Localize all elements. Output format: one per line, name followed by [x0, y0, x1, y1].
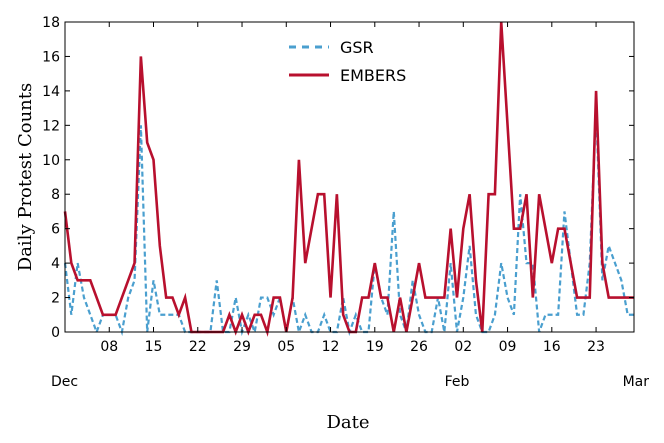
y-tick-label: 0 [51, 325, 60, 341]
x-tick-label: 23 [587, 339, 605, 355]
plot-frame [64, 21, 635, 333]
x-tick-label: 26 [410, 339, 428, 355]
x-tick-label: 09 [499, 339, 517, 355]
x-tick-label: 08 [100, 339, 118, 355]
legend-label-gsr: GSR [340, 38, 374, 57]
x-tick-label: 05 [277, 339, 295, 355]
y-tick-label: 12 [42, 118, 60, 134]
x-tick-label: 29 [233, 339, 251, 355]
legend: GSR EMBERS [289, 38, 406, 85]
x-tick-label: 16 [543, 339, 561, 355]
y-tick-label: 4 [51, 256, 60, 272]
x-axis-label: Date [326, 412, 369, 433]
x-month-label: Dec [51, 374, 78, 390]
y-tick-label: 10 [42, 153, 60, 169]
x-month-label: Mar [623, 374, 650, 390]
x-tick-label: 19 [366, 339, 384, 355]
legend-label-embers: EMBERS [340, 66, 406, 85]
y-tick-label: 14 [42, 84, 60, 100]
y-tick-label: 2 [51, 291, 60, 307]
x-tick-label: 12 [322, 339, 340, 355]
series-line-gsr [63, 108, 634, 337]
y-tick-label: 18 [42, 15, 60, 31]
y-axis-label: Daily Protest Counts [15, 83, 36, 271]
x-tick-label: 02 [454, 339, 472, 355]
y-tick-label: 8 [51, 187, 60, 203]
y-tick-label: 16 [42, 49, 60, 65]
x-tick-label: 22 [189, 339, 207, 355]
x-month-label: Feb [445, 374, 470, 390]
x-tick-label: 15 [145, 339, 163, 355]
y-tick-label: 6 [51, 222, 60, 238]
